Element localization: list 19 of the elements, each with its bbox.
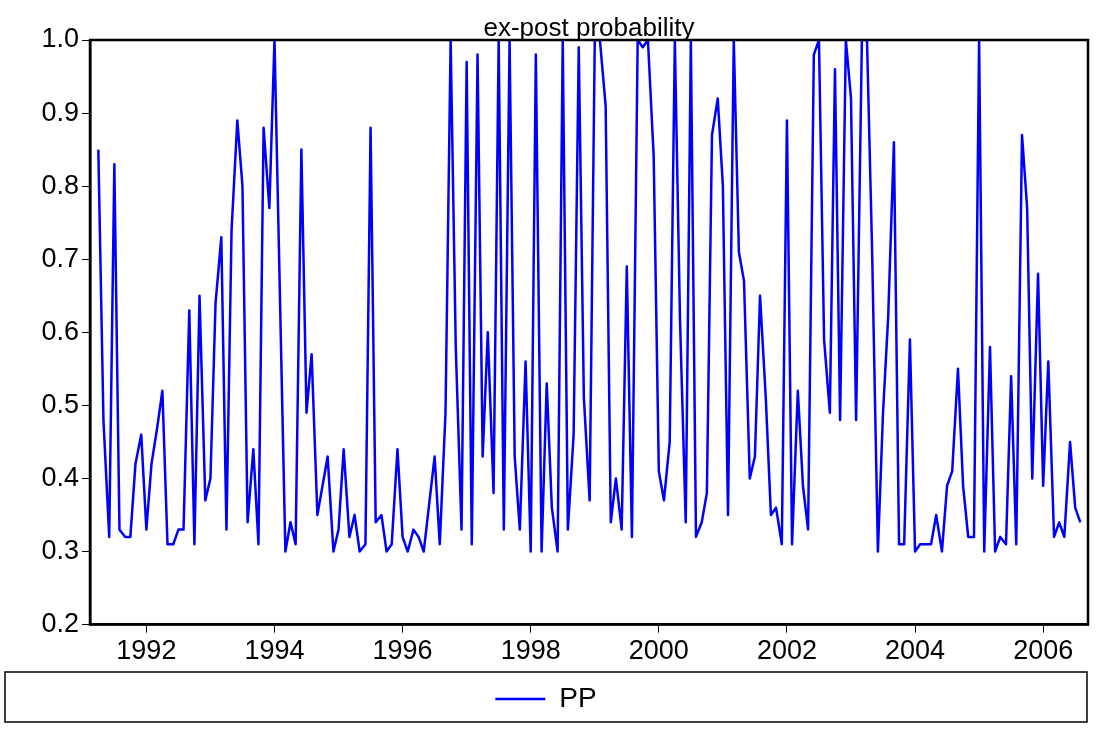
y-tick-label: 0.6 <box>41 315 79 346</box>
x-tick-label: 2002 <box>756 635 817 666</box>
x-tick-label: 1996 <box>372 635 433 666</box>
legend-label: PP <box>559 681 597 713</box>
chart-title: ex-post probability <box>483 12 695 43</box>
x-tick-label: 2000 <box>628 635 689 666</box>
x-tick-label: 2004 <box>885 635 946 666</box>
x-tick-label: 2006 <box>1013 635 1074 666</box>
y-tick-label: 0.3 <box>41 534 79 565</box>
y-tick-label: 0.9 <box>41 96 79 127</box>
x-tick-label: 1998 <box>500 635 561 666</box>
x-tick-label: 1992 <box>116 635 177 666</box>
y-tick-label: 0.7 <box>41 242 79 273</box>
y-tick-label: 0.8 <box>41 169 79 200</box>
y-tick-label: 0.2 <box>41 608 79 639</box>
x-tick-label: 1994 <box>244 635 305 666</box>
y-tick-label: 0.5 <box>41 388 79 419</box>
y-tick-label: 1.0 <box>41 23 79 54</box>
y-tick-label: 0.4 <box>41 461 79 492</box>
